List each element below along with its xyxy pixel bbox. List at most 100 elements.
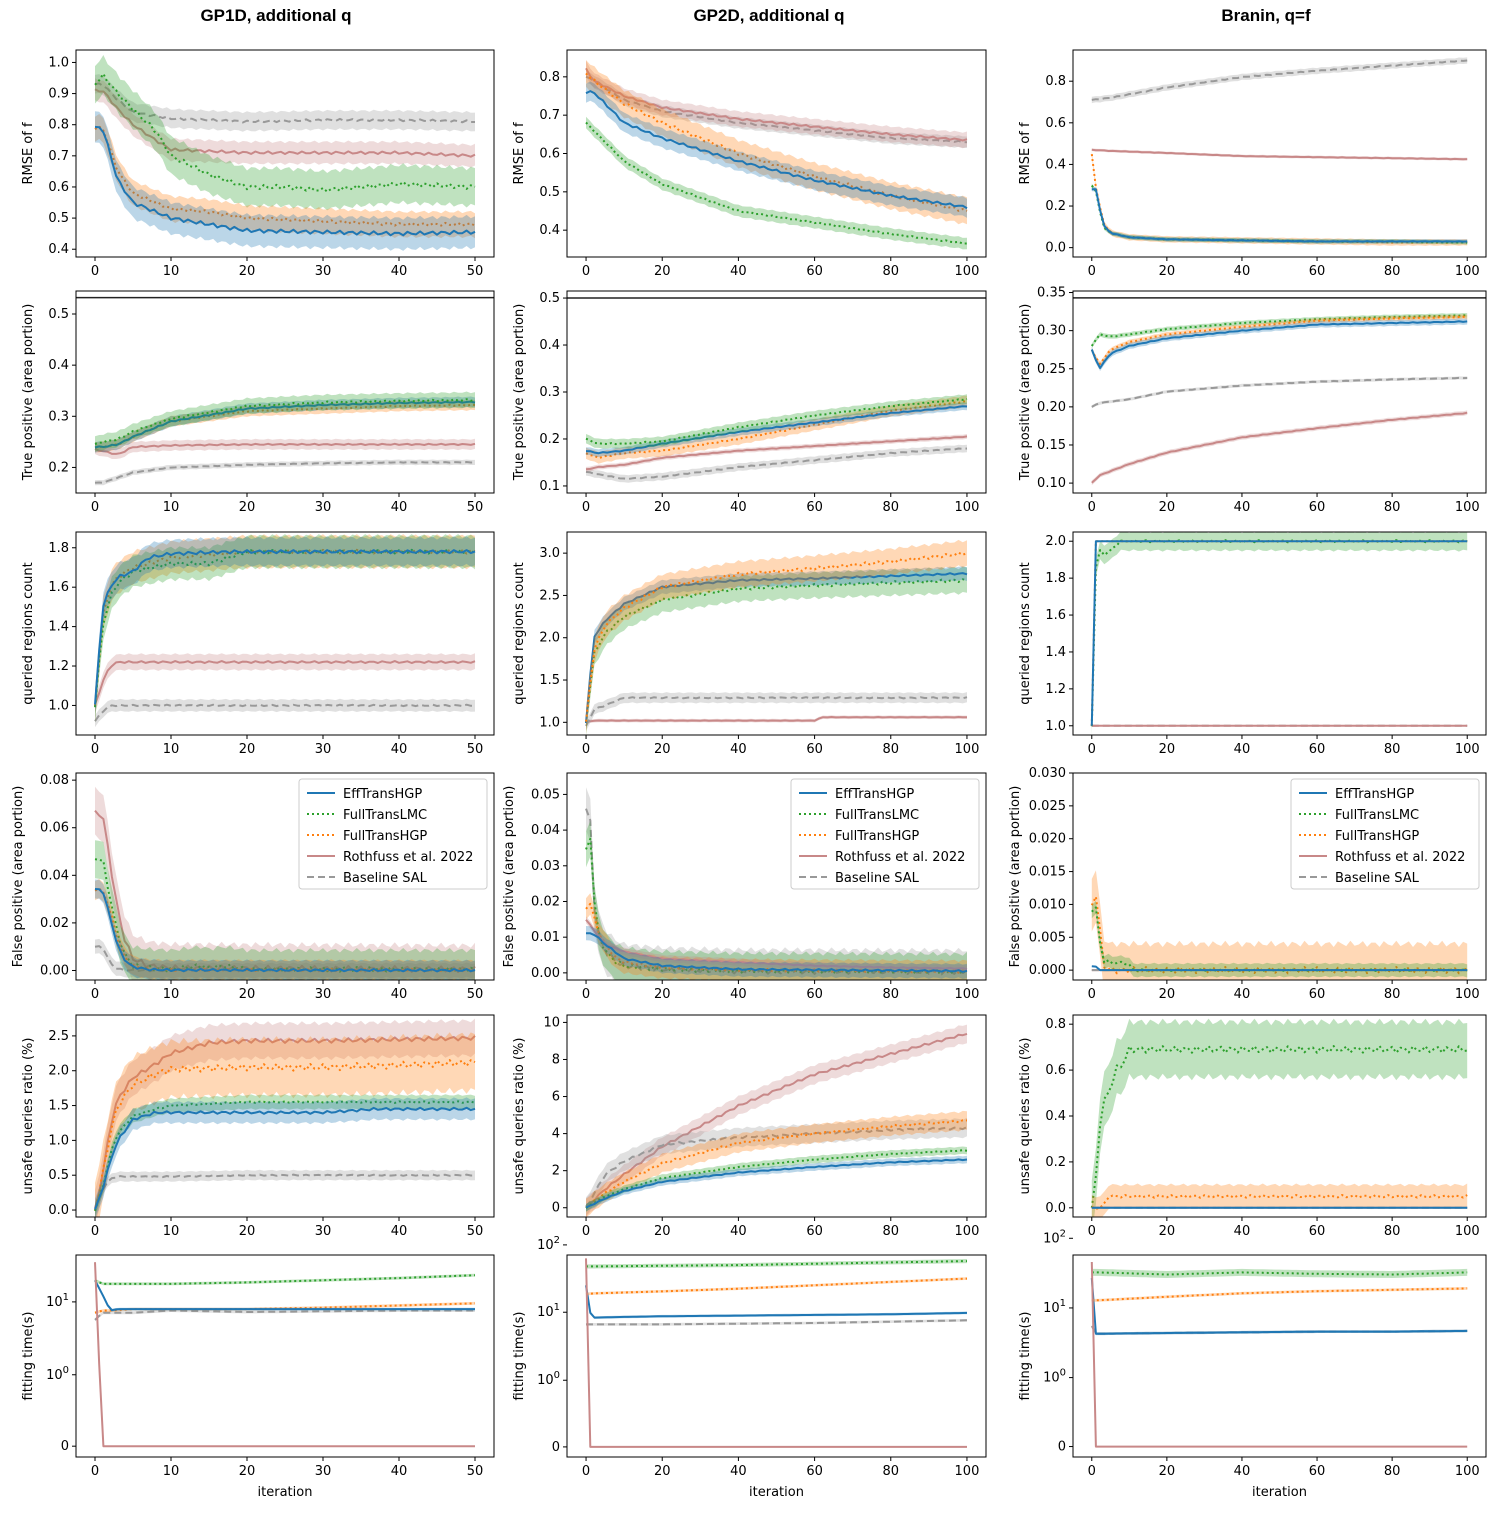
series-line-base — [585, 447, 968, 480]
x-axis-label: iteration — [749, 1485, 804, 1500]
x-tick-label: 0 — [582, 742, 590, 757]
y-axis-label: RMSE of f — [512, 122, 527, 185]
y-tick-label: 8 — [552, 1052, 560, 1067]
y-tick-label: 0.8 — [539, 70, 560, 85]
x-tick-label: 40 — [730, 1224, 747, 1239]
series-line-base — [585, 696, 968, 727]
y-tick-label: 0.3 — [48, 409, 69, 424]
y-tick-label: 0.0 — [1045, 1201, 1066, 1216]
series-line-base — [585, 1126, 968, 1208]
series-line-roth — [585, 435, 968, 471]
x-tick-label: 30 — [315, 1464, 332, 1479]
x-tick-label: 60 — [806, 987, 823, 1002]
x-axis-label: iteration — [1252, 1485, 1307, 1500]
band-roth — [1091, 410, 1468, 486]
x-tick-label: 10 — [163, 1464, 180, 1479]
y-tick-label: 3.0 — [539, 546, 560, 561]
x-tick-label: 100 — [955, 987, 980, 1002]
x-tick-label: 60 — [1309, 264, 1326, 279]
plot-area — [1090, 1261, 1468, 1448]
chart-panel-r0-c0: 0 10 20 30 40 50 0.4 0.5 0.6 0.7 0.8 0.9 1.0 RMSE of … — [21, 49, 495, 279]
series-line-roth — [94, 88, 476, 158]
series-line-roth — [94, 442, 476, 455]
y-tick-label: 2.5 — [539, 588, 560, 603]
y-tick-label: 101 — [46, 1292, 69, 1310]
series-line-lmc — [586, 1260, 967, 1268]
x-tick-label: 80 — [882, 987, 899, 1002]
y-tick-label: 0 — [1058, 1440, 1066, 1455]
band-base — [95, 459, 475, 486]
series-line-lmc — [1090, 539, 1468, 727]
y-tick-label: 0.4 — [48, 358, 69, 373]
band-lmc — [1091, 183, 1468, 245]
plot-area — [1073, 297, 1486, 486]
axes-frame — [566, 531, 987, 736]
x-tick-label: 40 — [1234, 500, 1251, 515]
y-tick-label: 0.00 — [40, 963, 69, 978]
x-tick-label: 80 — [1384, 742, 1401, 757]
series-line-hgp — [94, 548, 476, 706]
x-tick-label: 60 — [1309, 1224, 1326, 1239]
chart-panel-r5-c0: 0 10 20 30 40 50 0 100 101 fitting time(s) iterati… — [21, 1254, 495, 1500]
plot-area — [585, 1024, 968, 1217]
chart-panel-r2-c1: 0 20 40 60 80 100 1.0 1.5 2.0 2.5 3.0 queried regio… — [512, 531, 987, 757]
x-tick-label: 100 — [1455, 1464, 1480, 1479]
y-axis-label: fitting time(s) — [512, 1312, 527, 1401]
x-tick-label: 100 — [1455, 1224, 1480, 1239]
plot-area — [585, 60, 968, 250]
x-tick-label: 30 — [315, 264, 332, 279]
x-tick-label: 20 — [239, 987, 256, 1002]
y-tick-label: 100 — [46, 1365, 69, 1383]
axes-frame — [1072, 49, 1487, 258]
legend-label-eff: EffTransHGP — [835, 787, 914, 802]
series-line-hgp — [1090, 315, 1468, 365]
y-tick-label: 0.4 — [539, 338, 560, 353]
series-line-base — [1091, 59, 1468, 101]
series-line-eff — [94, 1279, 475, 1312]
y-axis-label: False positive (area portion) — [1008, 786, 1023, 968]
x-tick-label: 20 — [239, 500, 256, 515]
x-tick-label: 10 — [163, 264, 180, 279]
series-line-roth — [585, 919, 968, 970]
x-tick-label: 60 — [806, 1224, 823, 1239]
y-tick-label: 2 — [552, 1164, 560, 1179]
plot-area — [94, 786, 476, 980]
series-line-hgp — [94, 1059, 476, 1212]
series-line-roth — [94, 1035, 476, 1209]
band-base — [95, 1309, 475, 1322]
y-tick-label: 0.04 — [40, 868, 69, 883]
x-tick-label: 100 — [1455, 987, 1480, 1002]
y-tick-label: 100 — [537, 1370, 560, 1388]
series-line-hgp — [585, 72, 968, 212]
x-tick-label: 50 — [467, 1464, 484, 1479]
y-axis-label: unsafe queries ratio (%) — [1018, 1038, 1033, 1195]
axes-frame — [75, 772, 495, 981]
band-eff — [586, 81, 967, 218]
band-base — [586, 71, 967, 148]
plot-area — [94, 1262, 476, 1448]
series-line-roth — [1091, 148, 1468, 161]
y-tick-label: 1.8 — [48, 541, 69, 556]
chart-panel-r0-c2: 0 20 40 60 80 100 0.0 0.2 0.4 0.6 0.8 RMSE of f — [1018, 49, 1487, 279]
x-tick-label: 100 — [955, 264, 980, 279]
x-tick-label: 30 — [315, 742, 332, 757]
y-tick-label: 2.0 — [1045, 534, 1066, 549]
x-tick-label: 0 — [582, 1464, 590, 1479]
y-tick-label: 0.4 — [539, 223, 560, 238]
x-tick-label: 40 — [1234, 742, 1251, 757]
x-tick-label: 100 — [1455, 264, 1480, 279]
x-tick-label: 0 — [1088, 500, 1096, 515]
band-base — [95, 698, 475, 728]
series-line-roth — [94, 1262, 475, 1448]
series-line-roth — [585, 1258, 967, 1448]
y-tick-label: 2.0 — [539, 631, 560, 646]
band-hgp — [1091, 870, 1468, 980]
x-tick-label: 60 — [1309, 742, 1326, 757]
legend-label-roth: Rothfuss et al. 2022 — [835, 850, 965, 865]
chart-panel-r3-c1: 0 20 40 60 80 100 0.00 0.01 0.02 0.03 0.04 0.05 Fals… — [502, 772, 987, 1002]
y-tick-label: 0.9 — [48, 87, 69, 102]
chart-panel-r4-c1: 0 20 40 60 80 100 0 2 4 6 8 10 unsafe queries ratio … — [512, 1014, 987, 1239]
band-lmc — [95, 55, 475, 211]
x-tick-label: 80 — [882, 264, 899, 279]
x-tick-label: 0 — [1088, 264, 1096, 279]
